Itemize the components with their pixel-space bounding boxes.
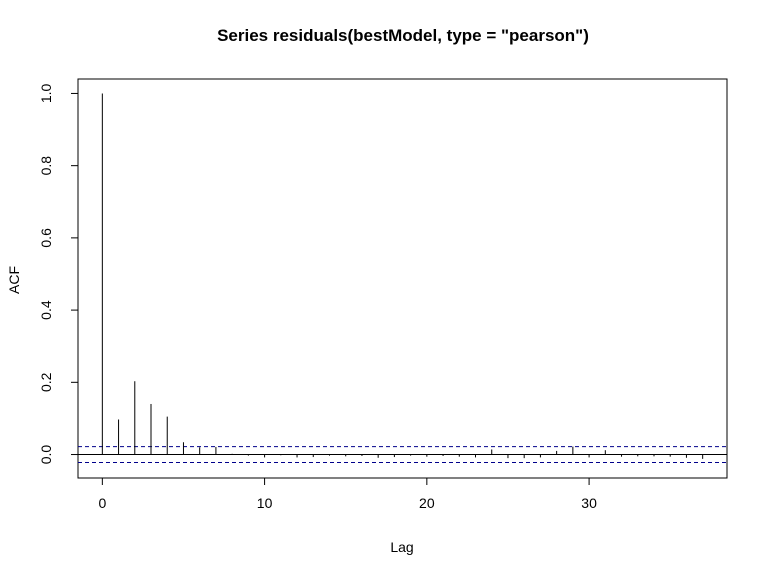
y-tick-label: 1.0 bbox=[38, 84, 54, 104]
y-axis: 0.0 0.2 0.4 0.6 0.8 1.0 bbox=[38, 84, 79, 465]
plot-frame bbox=[77, 78, 728, 479]
x-axis: 0 10 20 30 bbox=[98, 477, 597, 511]
y-tick-label: 0.2 bbox=[38, 372, 54, 392]
y-axis-label: ACF bbox=[6, 266, 22, 294]
x-tick-label: 30 bbox=[581, 495, 597, 511]
reference-lines bbox=[78, 446, 727, 463]
x-axis-label: Lag bbox=[390, 539, 413, 555]
y-tick-label: 0.6 bbox=[38, 228, 54, 248]
acf-spikes bbox=[101, 93, 704, 459]
y-tick-label: 0.4 bbox=[38, 300, 54, 320]
y-tick-label: 0.0 bbox=[38, 445, 54, 465]
x-tick-label: 20 bbox=[419, 495, 435, 511]
y-tick-label: 0.8 bbox=[38, 156, 54, 176]
x-tick-label: 0 bbox=[98, 495, 106, 511]
x-tick-label: 10 bbox=[257, 495, 273, 511]
chart-title: Series residuals(bestModel, type = "pear… bbox=[217, 26, 589, 45]
